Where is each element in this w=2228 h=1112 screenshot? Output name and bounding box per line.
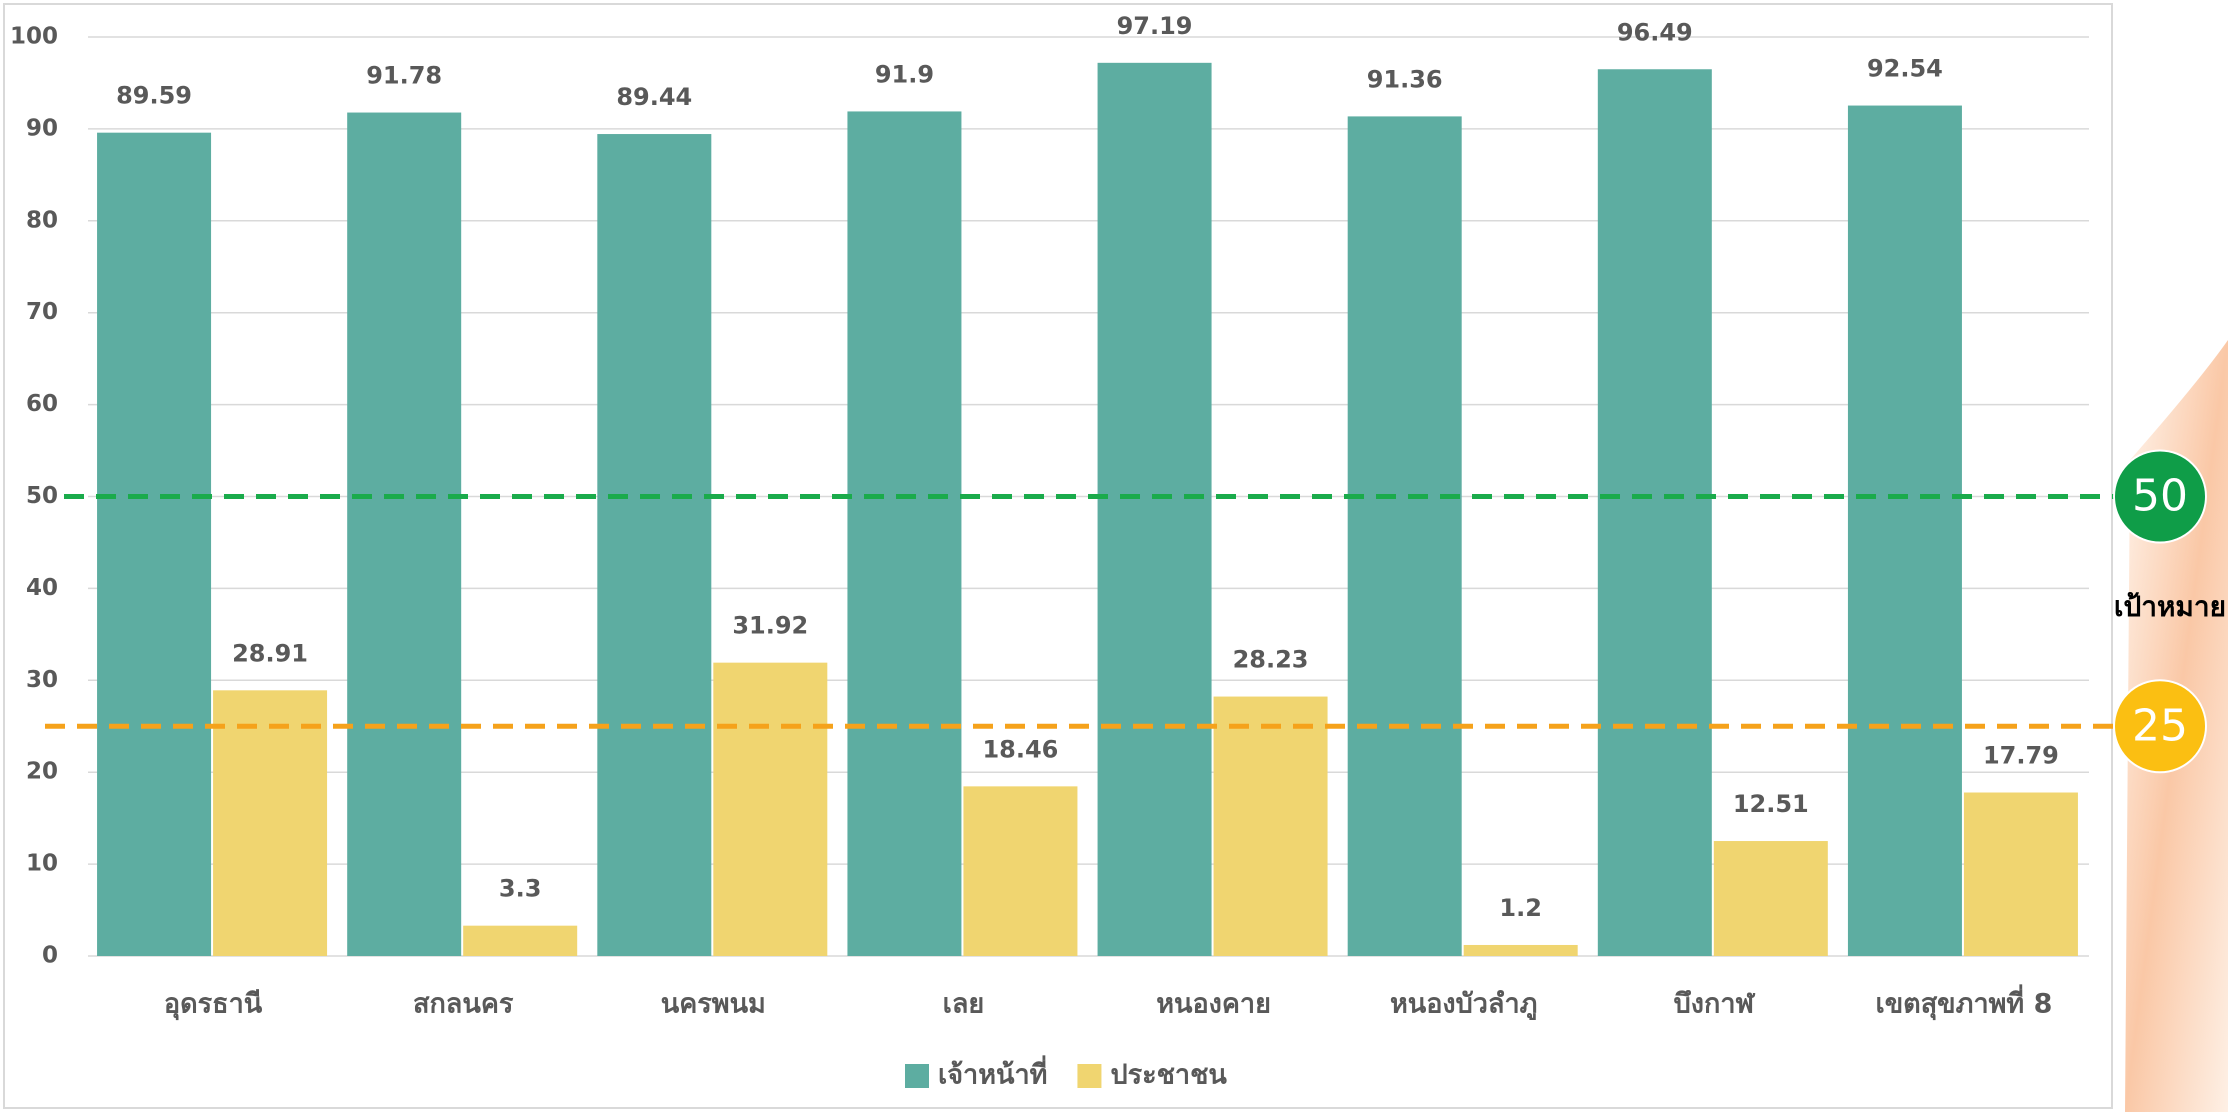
y-tick-label: 50 [26,483,58,509]
x-tick-label: หนองบัวลำภู [1390,989,1537,1021]
value-label: 97.19 [1117,12,1193,40]
value-label: 89.44 [616,83,692,111]
value-label: 3.3 [499,875,542,903]
y-tick-label: 20 [26,759,58,785]
y-tick-label: 80 [26,207,58,233]
x-tick-label: นครพนม [661,989,766,1020]
x-tick-label: หนองคาย [1156,989,1271,1020]
value-label: 18.46 [982,735,1058,763]
bar [1597,69,1712,956]
value-label: 96.49 [1617,18,1693,46]
value-label: 92.54 [1867,55,1943,83]
bar [1347,116,1462,956]
x-tick-label: บึงกาฬ [1674,989,1756,1020]
value-label: 91.9 [875,60,934,88]
bar [847,111,962,956]
y-tick-label: 10 [26,851,58,877]
y-tick-label: 100 [10,24,58,50]
bar [213,690,328,956]
value-label: 12.51 [1733,790,1809,818]
y-tick-label: 0 [42,943,58,969]
value-label: 31.92 [732,612,808,640]
y-tick-label: 90 [26,115,58,141]
value-label: 1.2 [1499,894,1542,922]
bar [1963,792,2078,956]
bar [1847,105,1962,957]
x-tick-label: เลย [943,989,985,1020]
legend-label: เจ้าหน้าที่ [938,1055,1047,1091]
bar [1463,944,1578,956]
bar [1213,696,1328,956]
x-tick-label: อุดรธานี [164,989,263,1021]
bar [597,134,712,957]
bar [963,786,1078,956]
value-label: 28.23 [1233,646,1309,674]
bar [463,925,578,956]
y-tick-label: 30 [26,667,58,693]
legend-swatch [1077,1064,1102,1088]
bar [1713,841,1828,956]
value-label: 17.79 [1983,742,2059,770]
x-tick-label: สกลนคร [413,989,514,1020]
y-tick-label: 70 [26,299,58,325]
target-badge [2113,449,2207,544]
value-label: 28.91 [232,639,308,667]
value-label: 91.36 [1367,65,1443,93]
legend-label: ประชาชน [1110,1060,1227,1091]
legend-swatch [905,1064,929,1088]
target-label: เป้าหมาย [2114,590,2226,623]
bar [713,662,828,956]
value-label: 91.78 [366,62,442,90]
target-value: 50 [2132,471,2188,522]
value-label: 89.59 [116,82,192,110]
target-value: 25 [2132,700,2188,751]
y-tick-label: 60 [26,391,58,417]
y-tick-label: 40 [26,575,58,601]
x-tick-label: เขตสุขภาพที่ 8 [1875,984,2052,1021]
bar [1097,62,1212,956]
bar [347,112,462,956]
bar [97,132,212,956]
target-badge [2113,679,2207,774]
